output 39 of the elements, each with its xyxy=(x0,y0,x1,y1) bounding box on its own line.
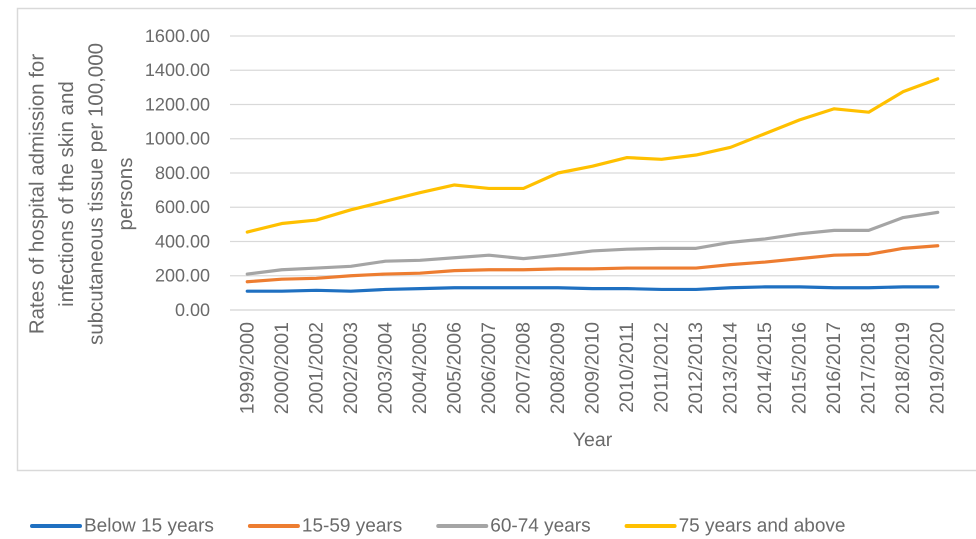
x-tick-label: 2011/2012 xyxy=(650,322,673,413)
x-tick-label: 2019/2020 xyxy=(926,322,949,414)
y-tick-label: 1000.00 xyxy=(144,128,210,149)
x-tick-label: 2004/2005 xyxy=(408,322,431,414)
legend-label: 75 years and above xyxy=(678,516,846,536)
x-tick-label: 2008/2009 xyxy=(546,322,569,414)
line-series xyxy=(246,210,940,276)
y-tick-label: 1200.00 xyxy=(144,94,210,114)
y-tick-label: 600.00 xyxy=(154,197,210,218)
y-axis-title: Rates of hospital admission for infections of the skin and subcutaneous tissue per 100,000 persons xyxy=(25,42,137,346)
legend-label: 60-74 years xyxy=(490,516,591,536)
y-tick-label: 800.00 xyxy=(154,162,210,183)
x-tick-label: 2013/2014 xyxy=(720,322,742,414)
y-tick-label: 0.00 xyxy=(174,300,210,320)
x-tick-label: 2000/2001 xyxy=(270,322,293,414)
x-tick-label: 2006/2007 xyxy=(478,322,500,414)
x-tick-label: 2012/2013 xyxy=(685,322,708,414)
x-tick-label: 2017/2018 xyxy=(858,322,880,414)
y-tick-label: 1400.00 xyxy=(144,60,210,80)
x-tick-label: 2016/2017 xyxy=(823,322,846,414)
x-tick-label: 2005/2006 xyxy=(443,322,466,414)
x-axis-title: Year xyxy=(572,429,613,451)
y-tick-label: 1600.00 xyxy=(144,26,210,46)
x-tick-label: 2010/2011 xyxy=(616,322,638,413)
x-tick-label: 2014/2015 xyxy=(754,322,776,414)
legend-label: Below 15 years xyxy=(84,516,214,536)
x-tick-label: 2001/2002 xyxy=(305,322,328,414)
x-tick-label: 2018/2019 xyxy=(892,322,914,414)
x-tick-label: 2015/2016 xyxy=(788,322,811,414)
y-tick-label: 200.00 xyxy=(154,266,210,286)
x-tick-label: 2002/2003 xyxy=(340,322,362,414)
line-series xyxy=(246,244,940,284)
legend-label: 15-59 years xyxy=(302,516,402,536)
x-tick-label: 2007/2008 xyxy=(512,322,534,414)
x-tick-label: 1999/2000 xyxy=(236,322,258,414)
x-tick-label: 2009/2010 xyxy=(582,322,604,414)
x-tick-label: 2003/2004 xyxy=(374,322,396,414)
y-tick-label: 400.00 xyxy=(154,231,210,252)
line-series xyxy=(246,77,940,234)
